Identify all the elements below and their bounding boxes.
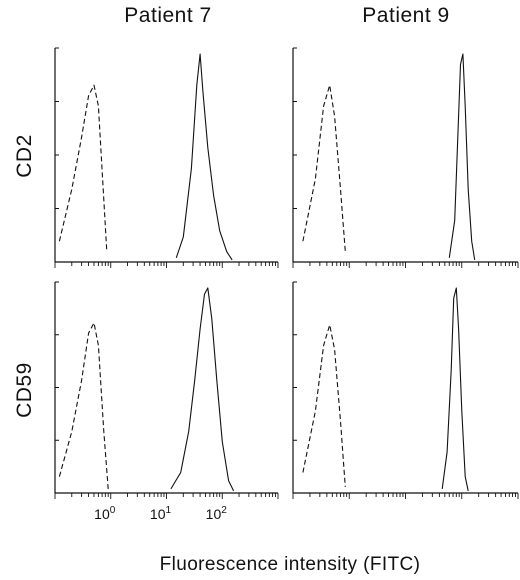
x-axis-label: Fluorescence intensity (FITC): [159, 554, 421, 575]
stained-histogram-line: [170, 287, 235, 492]
control-histogram-line: [302, 324, 346, 487]
stained-histogram-line: [175, 53, 233, 261]
x-tick-label-2: 102: [206, 505, 228, 522]
control-histogram-line: [58, 84, 108, 252]
stained-histogram-line: [441, 287, 469, 492]
control-histogram-line: [58, 322, 109, 489]
stained-histogram-line: [448, 53, 476, 260]
column-title-patient-9: Patient 9: [362, 4, 450, 27]
x-tick-label-1: 101: [150, 505, 172, 522]
control-histogram-line: [302, 84, 346, 252]
column-title-patient-7: Patient 7: [124, 4, 212, 27]
x-tick-label-0: 100: [94, 505, 116, 522]
